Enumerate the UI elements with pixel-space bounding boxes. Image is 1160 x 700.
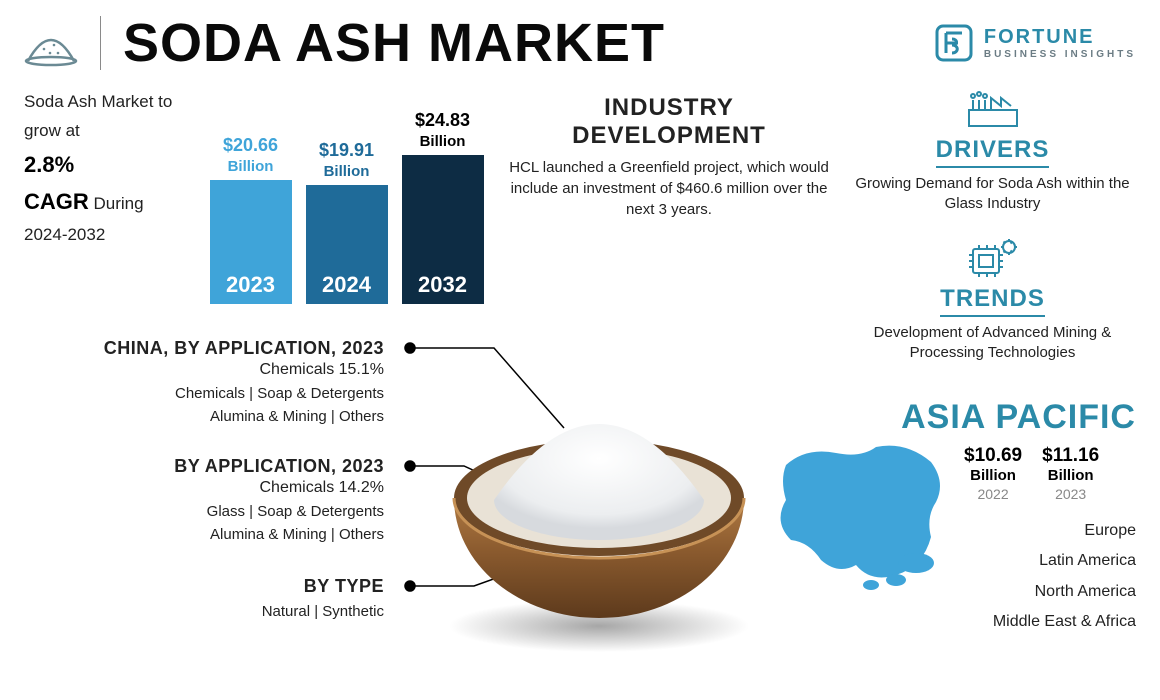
brand-tagline: BUSINESS INSIGHTS bbox=[984, 49, 1136, 60]
drivers-heading: DRIVERS bbox=[936, 136, 1050, 168]
brand-mark-icon bbox=[934, 23, 974, 63]
segment-cats-row: Glass | Soap & Detergents bbox=[207, 503, 384, 520]
segment-heading: CHINA, BY APPLICATION, 2023 bbox=[24, 338, 384, 359]
region-item: Europe bbox=[964, 516, 1136, 546]
segment-cats-row: Alumina & Mining | Others bbox=[210, 526, 384, 543]
segment-sub: Chemicals 15.1% bbox=[24, 361, 384, 379]
bar-rect: 2023 bbox=[210, 180, 292, 304]
ap-year: 2022 bbox=[964, 486, 1022, 502]
bar: $24.83Billion2032 bbox=[402, 110, 484, 304]
brand-logo: FORTUNE BUSINESS INSIGHTS bbox=[934, 23, 1136, 63]
ap-market-size: $11.16Billion 2023 bbox=[1042, 445, 1099, 502]
bar-value-label: $19.91Billion bbox=[319, 140, 374, 181]
bar-rect: 2032 bbox=[402, 155, 484, 304]
segment-by-application: BY APPLICATION, 2023 Chemicals 14.2% Gla… bbox=[24, 456, 384, 546]
asia-pacific-map-icon bbox=[776, 445, 946, 638]
ap-unit: Billion bbox=[964, 467, 1022, 484]
soda-ash-mound-icon bbox=[24, 19, 78, 67]
segment-cats-row: Alumina & Mining | Others bbox=[210, 408, 384, 425]
drivers-body: Growing Demand for Soda Ash within the G… bbox=[849, 174, 1136, 215]
asia-pacific-heading: ASIA PACIFIC bbox=[776, 398, 1136, 437]
ap-market-size: $10.69Billion 2022 bbox=[964, 445, 1022, 502]
asia-pacific-block: ASIA PACIFIC $10.69Billion2022$11.16Bill… bbox=[776, 398, 1136, 638]
market-size-bar-chart: $20.66Billion2023$19.91Billion2024$24.83… bbox=[204, 88, 489, 308]
region-item: Middle East & Africa bbox=[964, 607, 1136, 637]
region-item: Latin America bbox=[964, 546, 1136, 576]
ap-value: $11.16 bbox=[1042, 445, 1099, 467]
segment-by-type: BY TYPE Natural | Synthetic bbox=[24, 576, 384, 624]
segment-china-by-application: CHINA, BY APPLICATION, 2023 Chemicals 15… bbox=[24, 338, 384, 428]
bar-value-label: $20.66Billion bbox=[223, 135, 278, 176]
chip-gear-icon bbox=[849, 237, 1136, 279]
drivers-block: DRIVERS Growing Demand for Soda Ash with… bbox=[849, 88, 1136, 215]
industry-development: INDUSTRY DEVELOPMENT HCL launched a Gree… bbox=[509, 88, 829, 220]
segment-sub: Chemicals 14.2% bbox=[24, 479, 384, 497]
segment-heading: BY TYPE bbox=[24, 576, 384, 597]
industry-heading: INDUSTRY DEVELOPMENT bbox=[509, 94, 829, 149]
header: SODA ASH MARKET FORTUNE BUSINESS INSIGHT… bbox=[0, 0, 1160, 74]
cagr-percent: 2.8% bbox=[24, 152, 74, 177]
ap-year: 2023 bbox=[1042, 486, 1099, 502]
header-divider bbox=[100, 16, 101, 70]
soda-ash-bowl-image bbox=[434, 368, 764, 658]
bar-rect: 2024 bbox=[306, 185, 388, 304]
bar: $20.66Billion2023 bbox=[210, 135, 292, 304]
segment-cats-row: Chemicals | Soap & Detergents bbox=[175, 385, 384, 402]
brand-name: FORTUNE bbox=[984, 26, 1136, 49]
trends-heading: TRENDS bbox=[940, 285, 1045, 317]
factory-icon bbox=[849, 88, 1136, 130]
cagr-prefix: Soda Ash Market to grow at bbox=[24, 92, 172, 140]
segment-cats-row: Natural | Synthetic bbox=[262, 603, 384, 620]
region-item: North America bbox=[964, 577, 1136, 607]
other-regions-list: EuropeLatin AmericaNorth AmericaMiddle E… bbox=[964, 516, 1136, 638]
industry-body: HCL launched a Greenfield project, which… bbox=[509, 157, 829, 220]
ap-unit: Billion bbox=[1042, 467, 1099, 484]
bar-value-label: $24.83Billion bbox=[415, 110, 470, 151]
bar: $19.91Billion2024 bbox=[306, 140, 388, 304]
cagr-label: CAGR bbox=[24, 189, 89, 214]
ap-value: $10.69 bbox=[964, 445, 1022, 467]
cagr-summary: Soda Ash Market to grow at 2.8% CAGR Dur… bbox=[24, 88, 184, 249]
page-title: SODA ASH MARKET bbox=[123, 12, 665, 74]
segment-heading: BY APPLICATION, 2023 bbox=[24, 456, 384, 477]
